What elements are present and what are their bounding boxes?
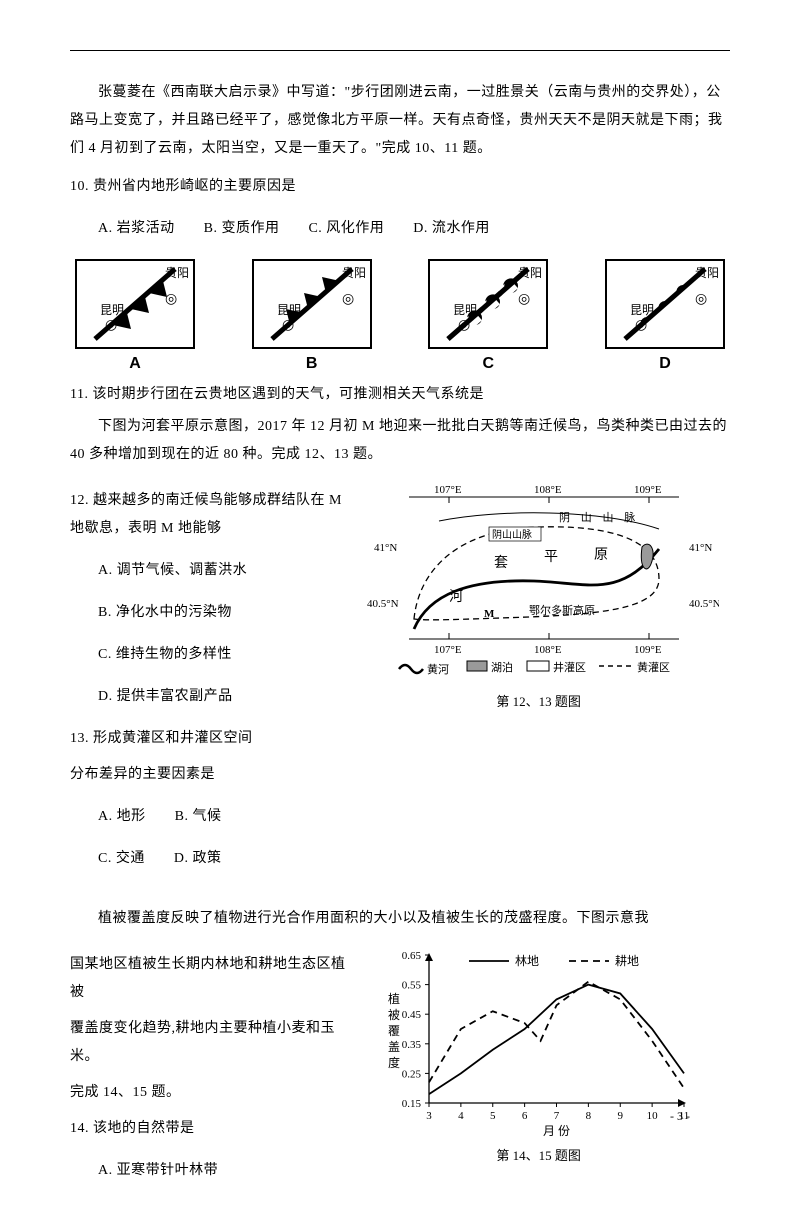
top-rule	[70, 50, 730, 51]
svg-text:0.25: 0.25	[401, 1068, 421, 1080]
svg-text:4: 4	[458, 1110, 464, 1122]
map-caption: 第 12、13 题图	[496, 691, 581, 710]
intro-3b: 国某地区植被生长期内林地和耕地生态区植被	[70, 951, 347, 1007]
svg-text:10: 10	[646, 1110, 658, 1122]
exam-page: 张蔓菱在《西南联大启示录》中写道："步行团刚进云南，一过胜景关（云南与贵州的交界…	[0, 0, 800, 1219]
diagram-d-label: D	[659, 355, 671, 373]
diagram-c-label: C	[483, 355, 495, 373]
diagram-a-label: A	[129, 355, 141, 373]
diagram-d: 昆明 ◎ 贵阳 ◎ D	[600, 259, 730, 373]
svg-text:植: 植	[388, 991, 400, 1006]
svg-text:覆: 覆	[388, 1024, 400, 1038]
q10-options: A. 岩浆活动 B. 变质作用 C. 风化作用 D. 流水作用	[98, 215, 730, 243]
chart-caption: 第 14、15 题图	[496, 1145, 581, 1164]
svg-text:月 份: 月 份	[543, 1124, 570, 1138]
svg-text:0.15: 0.15	[401, 1098, 421, 1110]
svg-text:109°E: 109°E	[634, 484, 662, 496]
svg-text:0.55: 0.55	[401, 980, 421, 992]
q12-stem: 12. 越来越多的南迁候鸟能够成群结队在 M 地歇息，表明 M 地能够	[70, 487, 347, 543]
intro-3c: 覆盖度变化趋势,耕地内主要种植小麦和玉米。	[70, 1015, 347, 1071]
svg-text:◎: ◎	[458, 318, 470, 333]
q11-stem: 11. 该时期步行团在云贵地区遇到的天气，可推测相关天气系统是	[70, 381, 730, 409]
svg-text:3: 3	[426, 1110, 432, 1122]
svg-text:盖: 盖	[388, 1040, 400, 1054]
vegetation-chart: 0.150.250.350.450.550.6534567891011植被覆盖度…	[374, 943, 704, 1143]
hetao-map: 107°E 108°E 109°E 41°N 40.5°N 41°N 40.5°…	[359, 479, 719, 689]
guiyang-label: 贵阳	[165, 266, 189, 280]
svg-text:◎: ◎	[695, 292, 707, 307]
diagram-b-label: B	[306, 355, 318, 373]
svg-text:5: 5	[490, 1110, 496, 1122]
svg-text:原: 原	[594, 548, 608, 563]
svg-text:阴山山脉: 阴山山脉	[492, 528, 532, 541]
svg-text:◎: ◎	[635, 318, 647, 333]
svg-text:107°E: 107°E	[434, 644, 462, 656]
svg-text:M: M	[484, 608, 495, 620]
q12-opt-a: A. 调节气候、调蓄洪水	[98, 557, 347, 585]
q10-stem: 10. 贵州省内地形崎岖的主要原因是	[70, 173, 730, 201]
svg-text:度: 度	[388, 1055, 400, 1070]
svg-text:昆明: 昆明	[630, 303, 654, 317]
diagram-a: 昆明 ◎ 贵阳 ◎ A	[70, 259, 200, 373]
svg-text:0.45: 0.45	[401, 1009, 421, 1021]
intro-3d: 完成 14、15 题。	[70, 1079, 347, 1107]
svg-text:阴 山 山 脉: 阴 山 山 脉	[559, 510, 639, 524]
svg-text:昆明: 昆明	[277, 303, 301, 317]
svg-text:耕地: 耕地	[615, 953, 639, 968]
svg-text:贵阳: 贵阳	[342, 266, 366, 280]
intro-1: 张蔓菱在《西南联大启示录》中写道："步行团刚进云南，一过胜景关（云南与贵州的交界…	[70, 79, 730, 163]
svg-text:林地: 林地	[515, 954, 539, 968]
q13-stem-1: 13. 形成黄灌区和井灌区空间	[70, 725, 347, 753]
svg-text:贵阳: 贵阳	[518, 266, 542, 280]
svg-text:40.5°N: 40.5°N	[367, 598, 399, 610]
svg-text:套: 套	[494, 555, 508, 571]
q14-row: 国某地区植被生长期内林地和耕地生态区植被 覆盖度变化趋势,耕地内主要种植小麦和玉…	[70, 943, 730, 1199]
svg-text:107°E: 107°E	[434, 484, 462, 496]
kunming-label: 昆明	[100, 303, 124, 317]
q13-stem-2: 分布差异的主要因素是	[70, 761, 347, 789]
intro-2: 下图为河套平原示意图，2017 年 12 月初 M 地迎来一批批白天鹅等南迁候鸟…	[70, 413, 730, 469]
diagram-c: 昆明 ◎ 贵阳 ◎ C	[423, 259, 553, 373]
svg-text:41°N: 41°N	[374, 542, 397, 554]
svg-text:鄂尔多斯高原: 鄂尔多斯高原	[529, 603, 595, 617]
svg-text:黄河: 黄河	[427, 662, 449, 676]
q12-opt-b: B. 净化水中的污染物	[98, 599, 347, 627]
intro-3a: 植被覆盖度反映了植物进行光合作用面积的大小以及植被生长的茂盛程度。下图示意我	[70, 905, 730, 933]
svg-text:0.65: 0.65	[401, 950, 421, 962]
svg-text:黄灌区: 黄灌区	[637, 660, 670, 674]
q14-opt-a: A. 亚寒带针叶林带	[98, 1157, 347, 1185]
diagram-b: 昆明 ◎ 贵阳 ◎ B	[247, 259, 377, 373]
svg-text:0.35: 0.35	[401, 1039, 421, 1051]
q13-opts-2: C. 交通 D. 政策	[98, 845, 347, 873]
svg-text:9: 9	[617, 1110, 623, 1122]
svg-text:40.5°N: 40.5°N	[689, 598, 719, 610]
svg-text:湖泊: 湖泊	[491, 661, 513, 674]
svg-text:◎: ◎	[282, 318, 294, 333]
svg-text:6: 6	[521, 1110, 527, 1122]
svg-text:◎: ◎	[342, 292, 354, 307]
q12-opt-c: C. 维持生物的多样性	[98, 641, 347, 669]
svg-text:108°E: 108°E	[534, 484, 562, 496]
q14-stem: 14. 该地的自然带是	[70, 1115, 347, 1143]
svg-text:井灌区: 井灌区	[553, 660, 586, 674]
svg-text:◎: ◎	[165, 292, 177, 307]
svg-text:8: 8	[585, 1110, 591, 1122]
svg-text:被: 被	[388, 1008, 400, 1022]
q12-q13-row: 12. 越来越多的南迁候鸟能够成群结队在 M 地歇息，表明 M 地能够 A. 调…	[70, 479, 730, 887]
q12-opt-d: D. 提供丰富农副产品	[98, 683, 347, 711]
svg-text:109°E: 109°E	[634, 644, 662, 656]
svg-text:7: 7	[553, 1110, 559, 1122]
svg-text:108°E: 108°E	[534, 644, 562, 656]
svg-text:平: 平	[544, 550, 558, 565]
svg-text:昆明: 昆明	[453, 303, 477, 317]
svg-text:◎: ◎	[518, 292, 530, 307]
svg-text:41°N: 41°N	[689, 542, 712, 554]
q13-opts-1: A. 地形 B. 气候	[98, 803, 347, 831]
front-diagrams: 昆明 ◎ 贵阳 ◎ A 昆明 ◎ 贵阳 ◎ B	[70, 259, 730, 373]
svg-text:贵阳: 贵阳	[695, 266, 719, 280]
page-number: - 3 -	[670, 1109, 690, 1124]
svg-text:◎: ◎	[105, 318, 117, 333]
